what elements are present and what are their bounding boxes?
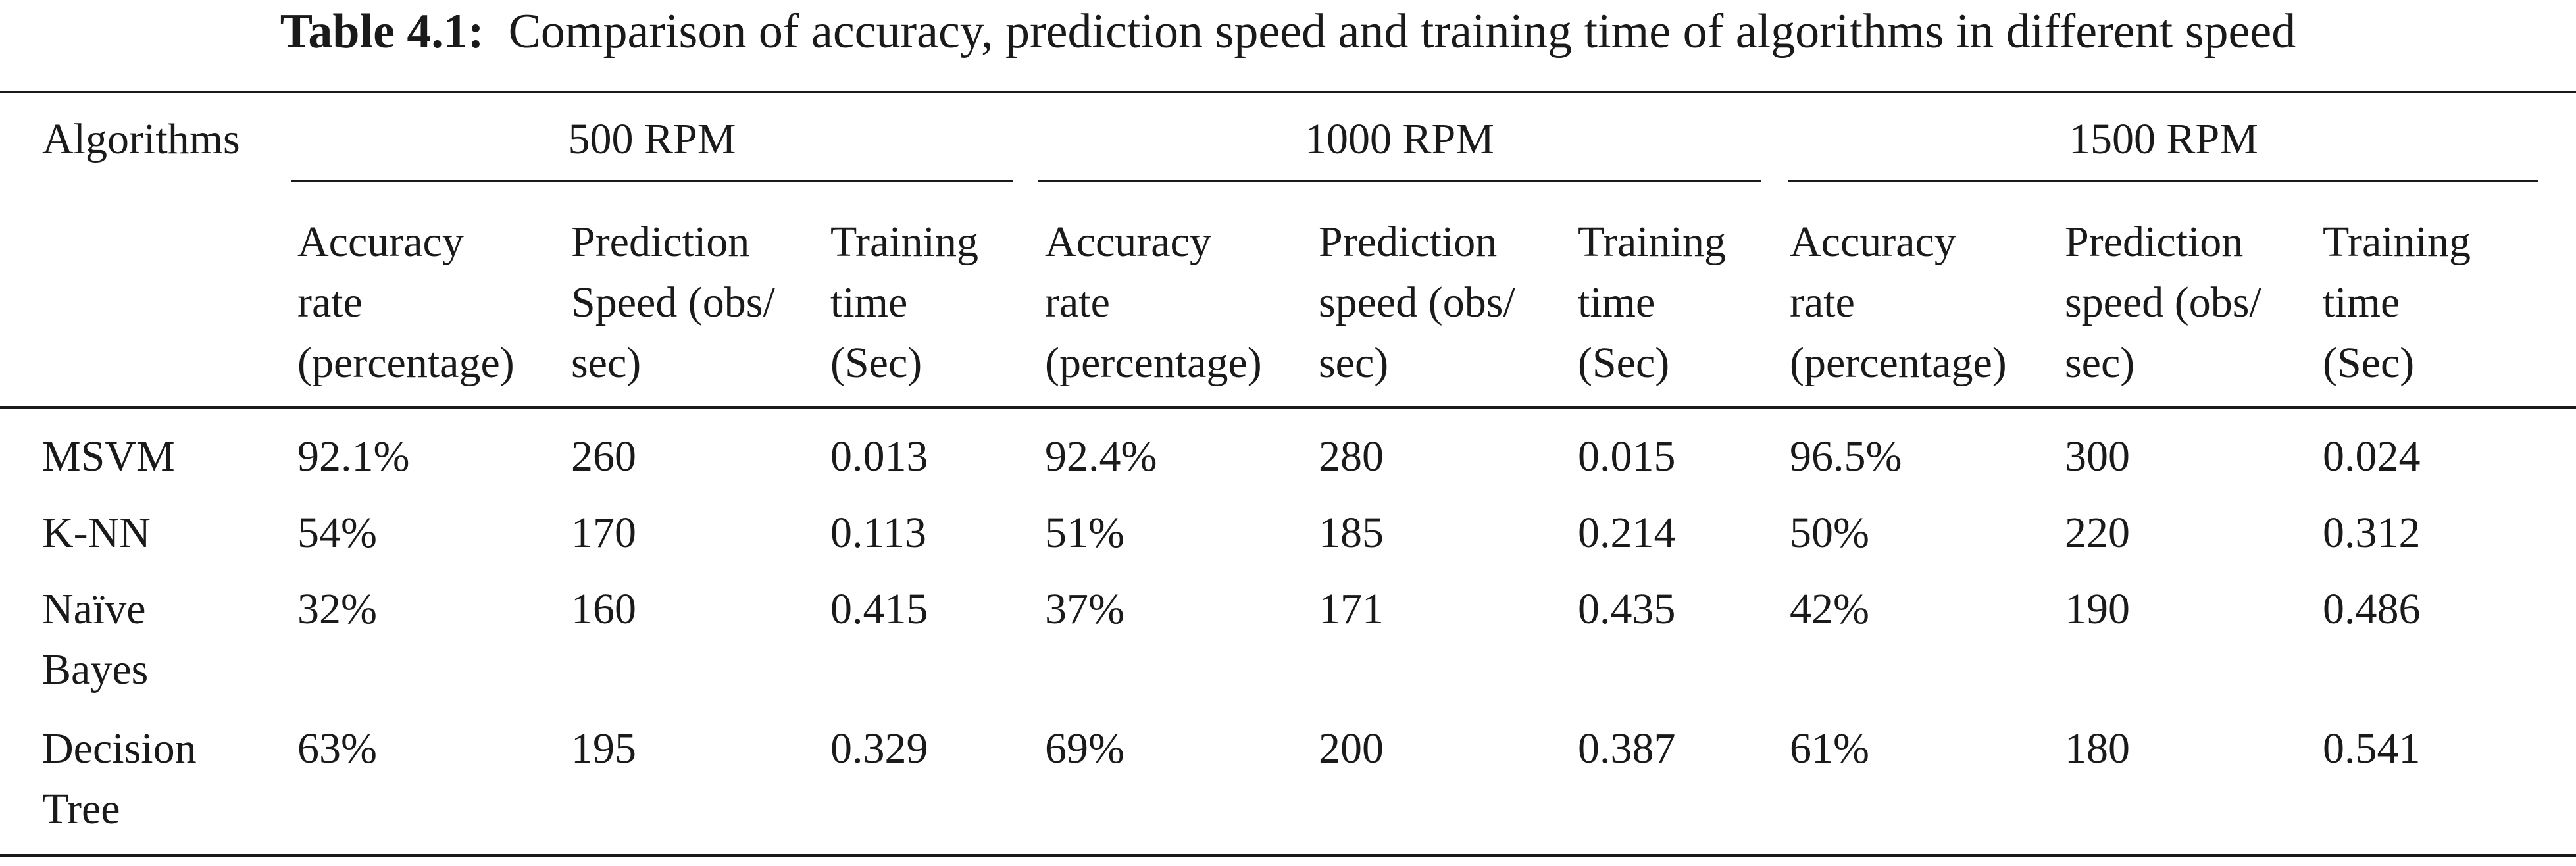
table-cell: 180	[2065, 725, 2130, 773]
row-name-decision-tree: Decision Tree	[42, 725, 197, 833]
table-cell: 0.214	[1578, 509, 1676, 557]
caption-label: Table 4.1:	[280, 5, 484, 59]
table-cell: 0.541	[2323, 725, 2421, 773]
table-cell: 0.486	[2323, 585, 2421, 633]
table-cell: 160	[571, 585, 636, 633]
group-rule-1000	[1038, 180, 1761, 182]
table-cell: 0.387	[1578, 725, 1676, 773]
table-cell: 170	[571, 509, 636, 557]
table-cell: 185	[1319, 509, 1384, 557]
table-cell: 190	[2065, 585, 2130, 633]
table-cell: 69%	[1045, 725, 1124, 773]
table-caption: Table 4.1: Comparison of accuracy, predi…	[0, 0, 2576, 79]
subheader-training-500: Training time (Sec)	[830, 218, 978, 387]
subheader-prediction-500: Prediction Speed (obs/ sec)	[571, 218, 775, 387]
table-cell: 0.015	[1578, 432, 1676, 480]
group-rule-500	[291, 180, 1013, 182]
top-rule	[0, 91, 2576, 93]
table-cell: 92.4%	[1045, 432, 1157, 480]
caption-text: Comparison of accuracy, prediction speed…	[508, 5, 2296, 59]
table-cell: 37%	[1045, 585, 1124, 633]
table-cell: 0.113	[830, 509, 927, 557]
table-cell: 0.312	[2323, 509, 2421, 557]
table-cell: 280	[1319, 432, 1384, 480]
subheader-prediction-1000: Prediction speed (obs/ sec)	[1319, 218, 1515, 387]
row-name-naive-bayes: Naïve Bayes	[42, 585, 149, 694]
group-header-1000: 1000 RPM	[1305, 115, 1494, 163]
table-cell: 50%	[1790, 509, 1869, 557]
table-cell: 220	[2065, 509, 2130, 557]
group-header-1500: 1500 RPM	[2069, 115, 2258, 163]
table-cell: 96.5%	[1790, 432, 1902, 480]
subheader-accuracy-1000: Accuracy rate (percentage)	[1045, 218, 1262, 387]
table-cell: 42%	[1790, 585, 1869, 633]
bottom-rule	[0, 854, 2576, 857]
table-cell: 0.435	[1578, 585, 1676, 633]
group-rule-1500	[1788, 180, 2538, 182]
table-cell: 0.329	[830, 725, 928, 773]
subheader-training-1000: Training time (Sec)	[1578, 218, 1726, 387]
table-cell: 195	[571, 725, 636, 773]
header-rule	[0, 406, 2576, 409]
table-cell: 0.013	[830, 432, 928, 480]
subheader-accuracy-500: Accuracy rate (percentage)	[297, 218, 515, 387]
table-cell: 0.024	[2323, 432, 2421, 480]
subheader-training-1500: Training time (Sec)	[2323, 218, 2471, 387]
table-cell: 63%	[297, 725, 377, 773]
table-cell: 300	[2065, 432, 2130, 480]
subheader-prediction-1500: Prediction speed (obs/ sec)	[2065, 218, 2261, 387]
table-cell: 260	[571, 432, 636, 480]
table-cell: 0.415	[830, 585, 928, 633]
table-cell: 61%	[1790, 725, 1869, 773]
row-name-knn: K-NN	[42, 509, 151, 557]
table-cell: 200	[1319, 725, 1384, 773]
subheader-accuracy-1500: Accuracy rate (percentage)	[1790, 218, 2007, 387]
table-cell: 92.1%	[297, 432, 410, 480]
group-header-500: 500 RPM	[568, 115, 736, 163]
row-header-label: Algorithms	[42, 115, 240, 163]
row-name-msvm: MSVM	[42, 432, 175, 480]
table-cell: 54%	[297, 509, 377, 557]
table-cell: 171	[1319, 585, 1384, 633]
table-cell: 51%	[1045, 509, 1124, 557]
table-cell: 32%	[297, 585, 377, 633]
